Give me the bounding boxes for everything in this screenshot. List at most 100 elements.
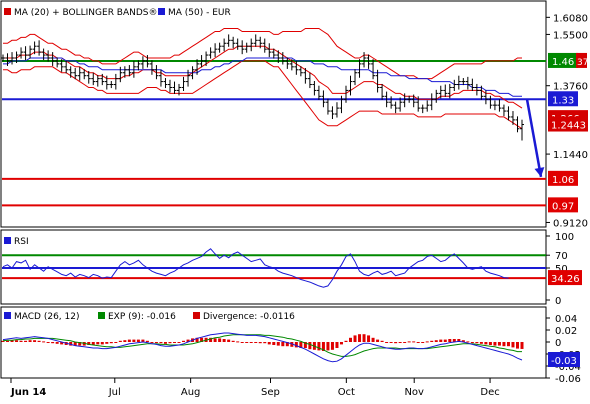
price-axis-label: 1.6080 [553, 13, 588, 24]
divergence-bar [389, 342, 393, 343]
macd-panel: 0.040.020-0.02-0.04-0.06-0.03 [1, 314, 581, 385]
divergence-bar [200, 337, 204, 342]
divergence-bar [502, 342, 506, 347]
divergence-bar [10, 340, 14, 342]
divergence-bar [497, 342, 501, 346]
divergence-bar [141, 339, 145, 342]
divergence-bar [303, 342, 307, 348]
projection-arrow-head [534, 167, 545, 177]
price-axis-label: 1.1440 [553, 150, 588, 161]
ma50-line [3, 57, 522, 97]
divergence-bar [145, 340, 149, 342]
divergence-bar [231, 340, 235, 342]
divergence-bar [96, 342, 100, 345]
divergence-bar [321, 342, 325, 351]
divergence-bar [294, 342, 298, 348]
macd-axis-label: -0.06 [555, 374, 581, 385]
divergence-bar [195, 337, 199, 342]
divergence-bar [218, 338, 222, 342]
divergence-bar [425, 341, 429, 343]
divergence-bar [439, 339, 443, 342]
divergence-bar [127, 339, 131, 342]
divergence-bar [263, 342, 267, 344]
level-tag-text: 0.97 [552, 201, 574, 212]
divergence-bar [430, 340, 434, 342]
legend-label-exp: EXP (9): -0.016 [108, 312, 176, 322]
macd-line [2, 332, 523, 363]
macd-axis-label: 0.02 [555, 326, 577, 337]
divergence-bar [114, 342, 118, 343]
divergence-bar [398, 342, 402, 343]
rsi-axis-label: 50 [555, 264, 568, 275]
level-tag-text: 1.46 [552, 57, 574, 68]
divergence-bar [109, 342, 113, 344]
divergence-bar [385, 342, 389, 343]
level-tag-1.33 [548, 91, 578, 107]
divergence-bar [330, 342, 334, 350]
divergence-bar [416, 342, 420, 343]
divergence-bar [434, 340, 438, 342]
divergence-bar [335, 342, 339, 348]
macd-value-tag [548, 352, 580, 367]
divergence-bar [100, 342, 104, 345]
divergence-bar [326, 342, 330, 351]
bollinger-lower-line [3, 60, 523, 130]
divergence-bar [172, 342, 176, 343]
divergence-bar [339, 342, 343, 345]
x-axis-label: Oct [338, 387, 355, 398]
level-tag-1.46 [548, 52, 578, 68]
divergence-bar [118, 340, 122, 342]
divergence-bar [213, 338, 217, 342]
divergence-bar [87, 342, 91, 345]
divergence-bar [511, 342, 515, 348]
projection-arrow-line [525, 99, 543, 178]
macd-axis-label: -0.04 [555, 362, 581, 373]
divergence-bar [520, 342, 524, 349]
divergence-bar [55, 342, 59, 344]
divergence-bar [28, 340, 32, 342]
rsi-axis-label: 70 [555, 251, 568, 262]
divergence-bar [272, 342, 276, 345]
price-legend: MA (20) + BOLLINGER BANDS® MA (50) - EUR [4, 8, 231, 18]
divergence-bar [493, 342, 497, 346]
legend-swatch-ma20 [4, 8, 11, 15]
divergence-bar [182, 340, 186, 342]
divergence-bar [168, 342, 172, 344]
value-tag [548, 116, 588, 132]
divergence-bar [19, 340, 23, 342]
level-tag-1.06 [548, 170, 578, 186]
macd-axis-label: 0.04 [555, 314, 577, 325]
x-axis-label: Nov [404, 387, 424, 398]
level-tag-text: 1.06 [552, 175, 574, 186]
divergence-bar [42, 341, 46, 343]
divergence-bar [258, 342, 262, 344]
divergence-bar [209, 337, 213, 342]
divergence-bar [136, 339, 140, 342]
divergence-bar [33, 340, 37, 342]
value-tag-text: 1.2443 [551, 121, 586, 132]
divergence-bar [254, 342, 258, 343]
divergence-bar [1, 340, 5, 342]
price-panel-frame [0, 0, 547, 228]
divergence-bar [457, 339, 461, 342]
divergence-bar [407, 341, 411, 343]
price-axis-label: 0.9120 [553, 218, 588, 229]
price-axis-label: 1.3760 [553, 82, 588, 93]
legend-swatch-ma50 [158, 8, 165, 15]
divergence-bar [515, 342, 519, 349]
divergence-bar [358, 334, 362, 342]
x-axis-label: Sep [261, 387, 280, 398]
divergence-bar [82, 342, 86, 346]
legend-swatch-divergence [193, 312, 200, 319]
divergence-bar [479, 342, 483, 344]
divergence-bar [285, 342, 289, 347]
divergence-bar [69, 342, 73, 346]
divergence-bar [466, 341, 470, 343]
partial-value-tag [576, 52, 587, 68]
macd-legend: MACD (26, 12) EXP (9): -0.016 Divergence… [4, 312, 295, 322]
divergence-bar [163, 342, 167, 344]
divergence-bar [470, 342, 474, 343]
divergence-bar [267, 342, 271, 345]
x-axis-label: Dec [480, 387, 499, 398]
divergence-bar [448, 339, 452, 342]
